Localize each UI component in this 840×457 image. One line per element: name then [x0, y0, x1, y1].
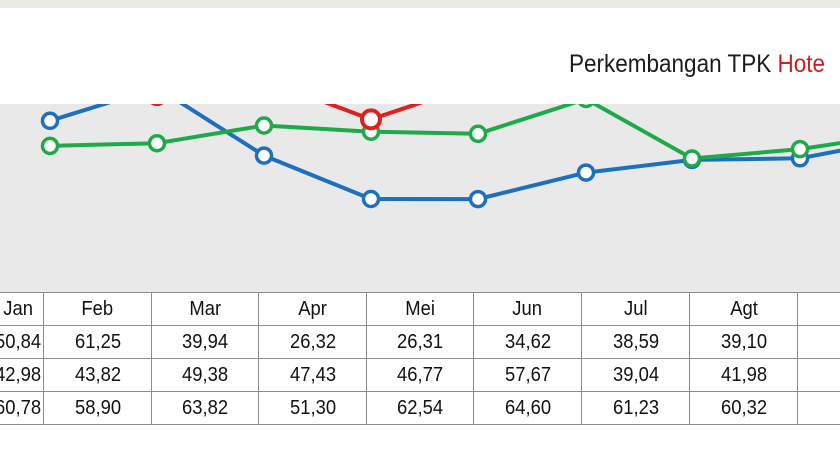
table-cell: 62,54	[366, 391, 475, 425]
series-2-point	[790, 139, 810, 159]
table-cell-text: 47,43	[289, 363, 336, 386]
table-cell-text: Mar	[189, 297, 221, 320]
table-row: 42,98 43,82 49,38 47,43 46,77 57,67 39,04 41,98	[0, 358, 840, 392]
table-header-cell: Apr	[258, 292, 368, 326]
table-cell-text: 39,10	[720, 330, 767, 353]
table-cell: 47,43	[258, 358, 368, 392]
table-cell-text: 26,31	[397, 330, 444, 353]
table-cell-text: 63,82	[182, 396, 229, 419]
table-cell-text: 64,60	[504, 396, 551, 419]
table-cell-text: 42,98	[0, 363, 42, 386]
table-header-cell: Jan	[0, 292, 45, 326]
table-cell	[797, 358, 840, 392]
table-cell: 39,94	[151, 325, 260, 359]
chart-title: Perkembangan TPK Hote	[569, 50, 825, 79]
table-row: 60,78 58,90 63,82 51,30 62,54 64,60 61,23 60,32	[0, 391, 840, 425]
table-cell-text: 51,30	[289, 396, 336, 419]
table-cell: 49,38	[151, 358, 260, 392]
series-2-line	[49, 104, 840, 161]
series-3-point	[360, 108, 382, 131]
table-cell-text: 61,23	[612, 396, 659, 419]
table-header-cell: Agt	[689, 292, 799, 326]
bottom-strip	[0, 427, 840, 457]
table-cell: 26,31	[366, 325, 475, 359]
series-2-point	[40, 136, 60, 156]
table-cell-text: Mei	[405, 297, 435, 320]
table-cell: 61,23	[581, 391, 691, 425]
series-1-line	[49, 104, 840, 202]
table-cell-text: 60,78	[0, 396, 42, 419]
table-cell-text: Jul	[623, 297, 648, 320]
series-2-point	[468, 124, 488, 144]
series-2-point	[578, 104, 594, 109]
table-cell: 39,04	[581, 358, 691, 392]
series-2-point	[682, 149, 702, 168]
table-header-cell: Mei	[366, 292, 475, 326]
table-cell: 38,59	[581, 325, 691, 359]
table-cell-text: 61,25	[74, 330, 121, 353]
series-3-line	[324, 104, 424, 122]
series-2-point	[254, 116, 274, 135]
table-row: 50,84 61,25 39,94 26,32 26,31 34,62 38,59 39,10	[0, 325, 840, 359]
series-1-point	[254, 146, 274, 165]
table-cell: 34,62	[473, 325, 583, 359]
table-cell-text: 43,82	[74, 363, 121, 386]
table-cell: 42,98	[0, 358, 45, 392]
table-cell	[797, 325, 840, 359]
table-header-cell: Jun	[473, 292, 583, 326]
table-header-cell	[797, 292, 840, 326]
table-cell: 58,90	[43, 391, 153, 425]
table-header-row: Jan Feb Mar Apr Mei Jun Jul Agt	[0, 292, 840, 326]
table-cell	[797, 391, 840, 425]
series-1-point	[361, 189, 381, 209]
table-cell-text: 50,84	[0, 330, 42, 353]
title-highlight: Hote	[777, 50, 825, 78]
table-cell-text: 57,67	[504, 363, 551, 386]
table-cell-text: Jan	[3, 297, 33, 320]
table-cell: 63,82	[151, 391, 260, 425]
table-header-cell: Feb	[43, 292, 153, 326]
table-cell-text: 60,32	[720, 396, 767, 419]
table-cell: 26,32	[258, 325, 368, 359]
table-cell-text: 39,04	[612, 363, 659, 386]
table-cell-text: 46,77	[397, 363, 444, 386]
top-strip	[0, 0, 840, 8]
table-cell-text: Apr	[298, 297, 327, 320]
line-chart	[40, 104, 840, 209]
table-header-cell: Mar	[151, 292, 260, 326]
table-cell-text: Jun	[512, 297, 543, 320]
table-cell: 46,77	[366, 358, 475, 392]
data-table: Jan Feb Mar Apr Mei Jun Jul Agt 50,84 61,25 39,94 2…	[0, 292, 840, 425]
series-2-point	[147, 133, 167, 153]
table-cell: 51,30	[258, 391, 368, 425]
table-cell: 43,82	[43, 358, 153, 392]
table-cell: 39,10	[689, 325, 799, 359]
table-cell-text: 49,38	[182, 363, 229, 386]
table-cell: 50,84	[0, 325, 45, 359]
table-cell-text: 62,54	[397, 396, 444, 419]
table-cell: 57,67	[473, 358, 583, 392]
table-cell-text: 58,90	[74, 396, 121, 419]
table-cell: 60,78	[0, 391, 45, 425]
series-1-point	[576, 163, 596, 182]
table-cell: 41,98	[689, 358, 799, 392]
series-1-point	[40, 111, 60, 131]
table-cell-text: 41,98	[720, 363, 767, 386]
table-header-cell: Jul	[581, 292, 691, 326]
table-cell: 64,60	[473, 391, 583, 425]
table-cell-text: 39,94	[182, 330, 229, 353]
title-prefix: Perkembangan TPK	[569, 50, 772, 78]
table-cell: 61,25	[43, 325, 153, 359]
table-cell-text: 26,32	[289, 330, 336, 353]
table-cell-text: Agt	[729, 297, 758, 320]
table-cell-text: 34,62	[504, 330, 551, 353]
table-cell-text: 38,59	[612, 330, 659, 353]
series-1-point	[468, 189, 488, 209]
table-cell-text: Feb	[81, 297, 114, 320]
table-cell: 60,32	[689, 391, 799, 425]
